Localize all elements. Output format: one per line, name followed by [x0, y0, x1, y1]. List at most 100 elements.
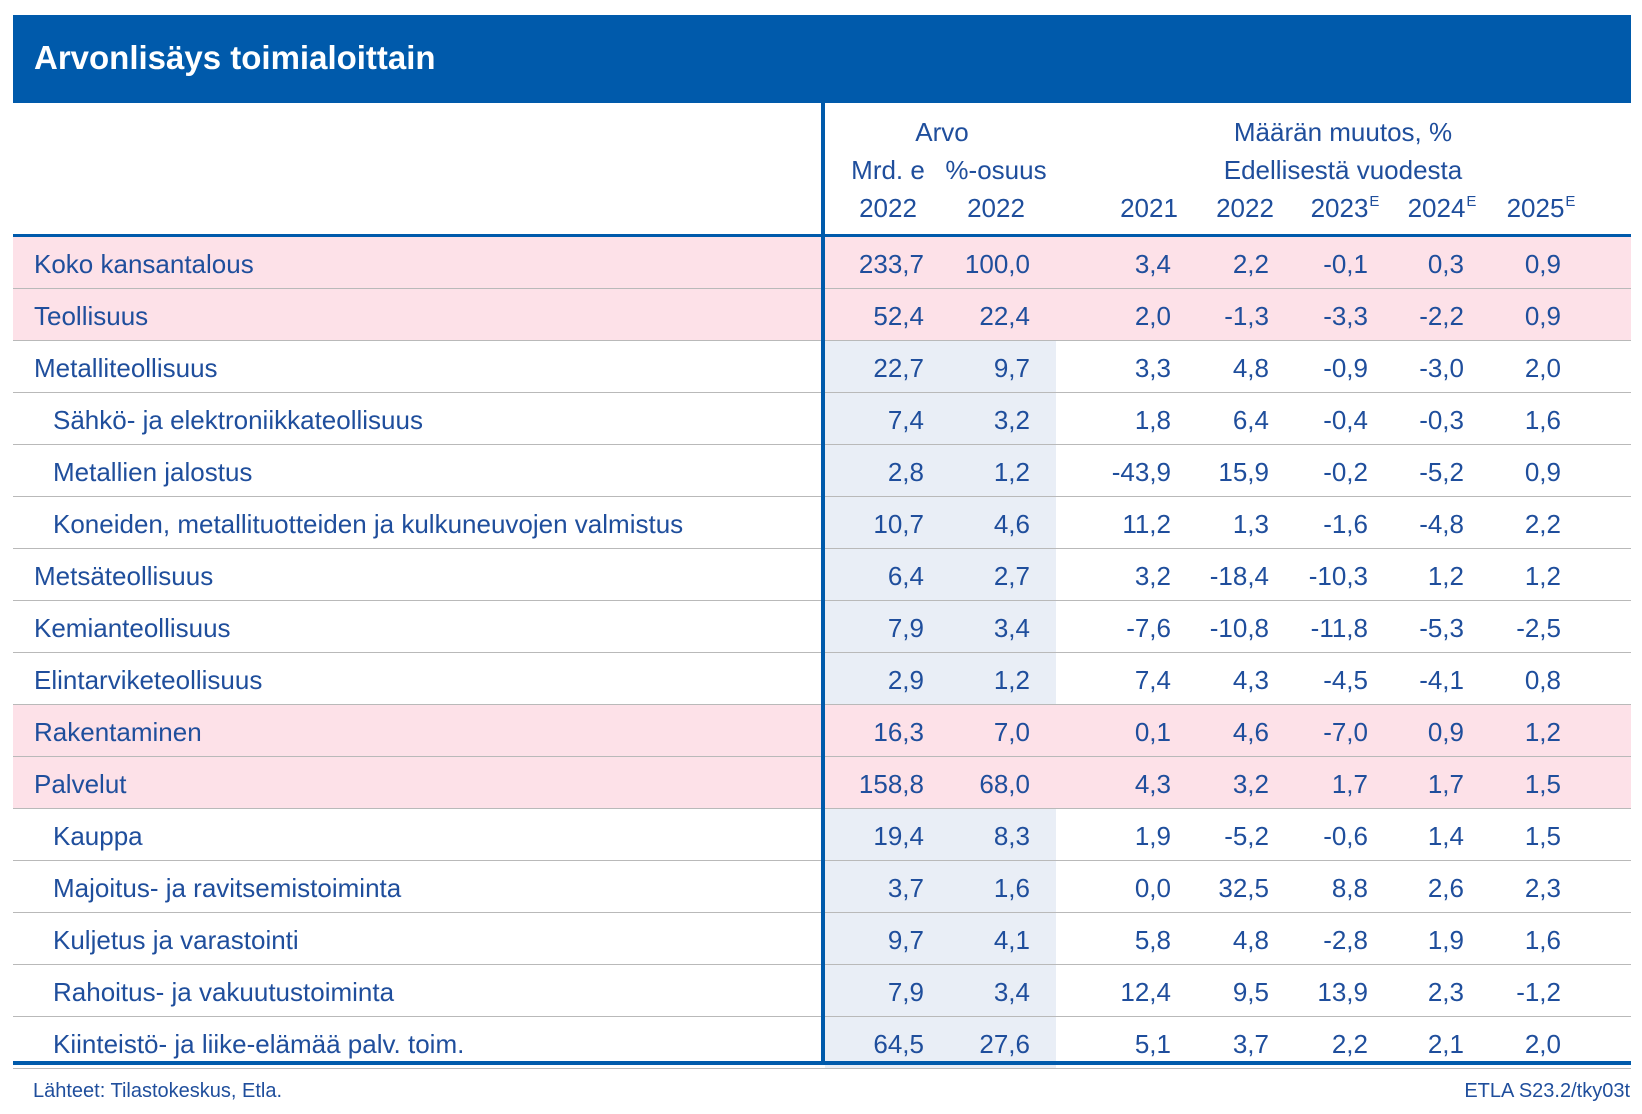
value-change-2025: 2,3 [1524, 873, 1561, 903]
value-change-2024: 0,9 [1427, 717, 1464, 747]
table-row: Elintarviketeollisuus 2,9 1,2 7,4 4,3 -4,5 -4,… [13, 653, 1631, 705]
header-col-2024: 2024E [1407, 193, 1477, 223]
row-label: Kauppa [53, 821, 143, 851]
value-mrd-2022: 7,9 [887, 977, 924, 1007]
table-row: Kemianteollisuus 7,9 3,4 -7,6 -10,8 -11,8 -5,3… [13, 601, 1631, 653]
value-change-2021: 12,4 [1120, 977, 1171, 1007]
table-row: Majoitus- ja ravitsemistoiminta 3,7 1,6 0,0… [13, 861, 1631, 913]
value-mrd-2022: 233,7 [858, 249, 924, 279]
value-change-2023: -0,1 [1323, 249, 1368, 279]
value-mrd-2022: 158,8 [858, 769, 924, 799]
value-change-2022: -10,8 [1209, 613, 1269, 643]
value-change-2025: 1,6 [1524, 405, 1561, 435]
table-bottom-divider [13, 1061, 1631, 1065]
value-change-2023: -4,5 [1323, 665, 1368, 695]
value-change-2022: -5,2 [1224, 821, 1269, 851]
value-change-2023: -0,4 [1323, 405, 1368, 435]
table-row: Kiinteistö- ja liike-elämää palv. toim. 6… [13, 1017, 1631, 1069]
value-share-2022: 4,1 [993, 925, 1030, 955]
value-change-2021: 1,9 [1134, 821, 1171, 851]
header-group-arvo: Arvo [915, 117, 969, 147]
header-group-change-sub: Edellisestä vuodesta [1223, 155, 1463, 185]
value-mrd-2022: 6,4 [887, 561, 924, 591]
row-label: Metsäteollisuus [34, 561, 214, 591]
row-label: Elintarviketeollisuus [34, 665, 263, 695]
value-change-2022: 4,3 [1232, 665, 1269, 695]
value-share-2022: 4,6 [993, 509, 1030, 539]
value-change-2022: -1,3 [1224, 301, 1269, 331]
value-column-shade [825, 549, 1056, 600]
value-change-2024: 0,3 [1427, 249, 1464, 279]
value-column-shade [825, 497, 1056, 548]
value-change-2025: 1,6 [1524, 925, 1561, 955]
row-label: Rahoitus- ja vakuutustoiminta [53, 977, 395, 1007]
value-change-2024: 2,1 [1427, 1029, 1464, 1059]
value-change-2021: 2,0 [1134, 301, 1171, 331]
value-share-2022: 68,0 [979, 769, 1030, 799]
value-change-2024: -0,3 [1419, 405, 1464, 435]
value-change-2023: -0,6 [1323, 821, 1368, 851]
value-change-2024: 2,6 [1427, 873, 1464, 903]
value-mrd-2022: 16,3 [873, 717, 924, 747]
value-change-2021: -43,9 [1111, 457, 1171, 487]
value-change-2021: 4,3 [1134, 769, 1171, 799]
header-mrd-unit: Mrd. e [851, 155, 925, 185]
value-share-2022: 2,7 [993, 561, 1030, 591]
value-change-2021: -7,6 [1126, 613, 1171, 643]
row-label: Majoitus- ja ravitsemistoiminta [53, 873, 402, 903]
value-change-2025: 0,9 [1524, 301, 1561, 331]
value-change-2023: -0,2 [1323, 457, 1368, 487]
value-mrd-2022: 7,9 [887, 613, 924, 643]
header-group-change: Määrän muutos, % [1233, 117, 1453, 147]
value-column-shade [825, 965, 1056, 1016]
value-change-2021: 3,4 [1134, 249, 1171, 279]
value-mrd-2022: 7,4 [887, 405, 924, 435]
value-column-shade [825, 1017, 1056, 1068]
value-share-2022: 22,4 [979, 301, 1030, 331]
value-change-2024: 1,4 [1427, 821, 1464, 851]
value-share-2022: 1,2 [993, 457, 1030, 487]
value-change-2022: 32,5 [1218, 873, 1269, 903]
value-change-2023: -7,0 [1323, 717, 1368, 747]
row-label: Rakentaminen [34, 717, 202, 747]
value-column-shade [825, 913, 1056, 964]
value-change-2025: -2,5 [1516, 613, 1561, 643]
value-change-2021: 0,0 [1134, 873, 1171, 903]
table-row: Sähkö- ja elektroniikkateollisuus 7,4 3,2 1… [13, 393, 1631, 445]
estimate-mark: E [1565, 193, 1576, 210]
column-divider [821, 103, 825, 1063]
value-change-2021: 1,8 [1134, 405, 1171, 435]
value-change-2025: 2,0 [1524, 353, 1561, 383]
value-share-2022: 7,0 [993, 717, 1030, 747]
header-col-2021: 2021 [1120, 193, 1178, 223]
value-mrd-2022: 19,4 [873, 821, 924, 851]
value-change-2022: 3,2 [1232, 769, 1269, 799]
header-mrd-year: 2022 [859, 193, 917, 223]
value-change-2021: 7,4 [1134, 665, 1171, 695]
value-change-2025: 0,8 [1524, 665, 1561, 695]
header-share-unit: %-osuus [945, 155, 1047, 185]
footer-code: ETLA S23.2/tky03t [1464, 1080, 1630, 1102]
value-change-2022: 9,5 [1232, 977, 1269, 1007]
value-change-2025: 0,9 [1524, 249, 1561, 279]
value-mrd-2022: 2,9 [887, 665, 924, 695]
value-change-2022: 1,3 [1232, 509, 1269, 539]
value-column-shade [825, 653, 1056, 704]
value-column-shade [825, 393, 1056, 444]
value-change-2023: -11,8 [1310, 613, 1368, 643]
value-change-2023: -10,3 [1308, 561, 1368, 591]
estimate-mark: E [1466, 193, 1477, 210]
value-share-2022: 9,7 [993, 353, 1030, 383]
value-change-2021: 11,2 [1122, 509, 1171, 539]
value-mrd-2022: 9,7 [887, 925, 924, 955]
value-share-2022: 27,6 [979, 1029, 1030, 1059]
value-change-2022: 4,8 [1232, 353, 1269, 383]
value-change-2024: 1,9 [1427, 925, 1464, 955]
value-change-2022: -18,4 [1209, 561, 1269, 591]
value-column-shade [825, 601, 1056, 652]
value-change-2025: 2,0 [1524, 1029, 1561, 1059]
row-label: Metalliteollisuus [34, 353, 218, 383]
value-mrd-2022: 3,7 [887, 873, 924, 903]
value-column-shade [825, 445, 1056, 496]
value-change-2021: 5,8 [1134, 925, 1171, 955]
